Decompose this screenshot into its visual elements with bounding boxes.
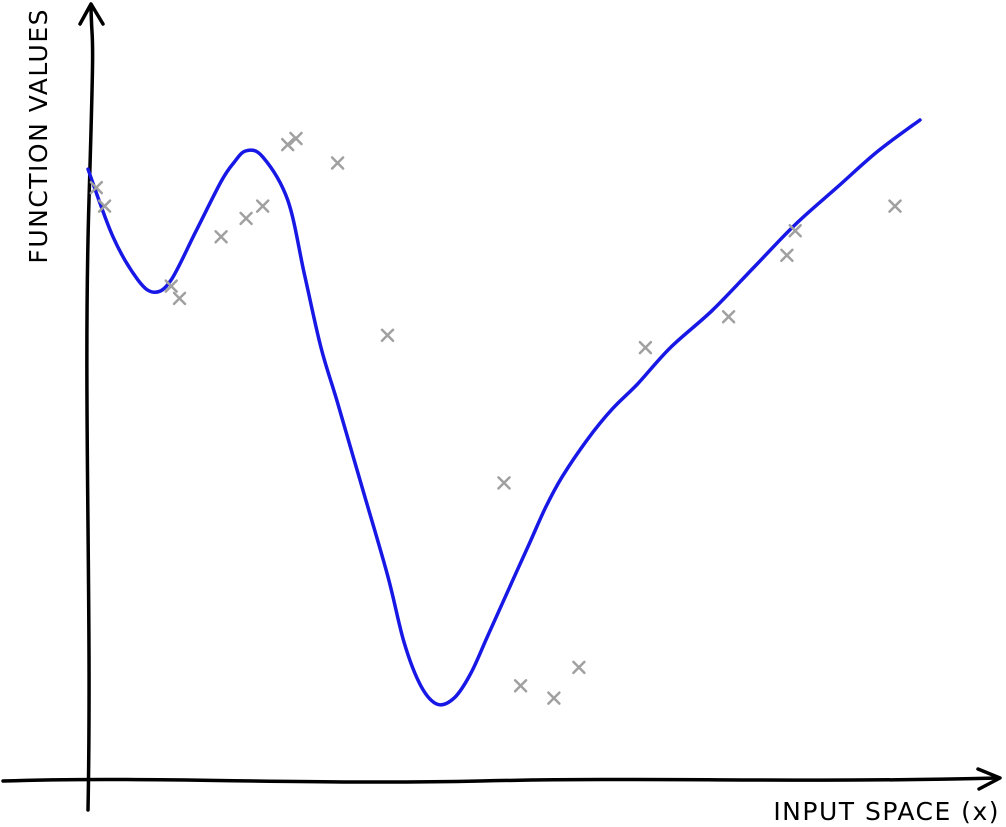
data-point: [239, 211, 253, 226]
data-point: [280, 137, 295, 152]
data-point: [172, 291, 187, 306]
data-point: [547, 691, 561, 705]
series-line-fit: [86, 118, 922, 707]
data-point: [255, 199, 270, 213]
data-point: [380, 328, 395, 343]
x-axis-label: INPUT SPACE (x): [773, 797, 1000, 826]
data-point: [638, 340, 653, 355]
y-axis: [85, 4, 95, 812]
data-point: [497, 476, 511, 490]
data-point: [513, 679, 528, 693]
data-point: [780, 248, 794, 263]
data-point: [572, 660, 586, 675]
axes: [1, 2, 1002, 812]
data-point: [788, 223, 802, 238]
data-point: [89, 180, 104, 195]
data-point: [721, 310, 736, 324]
data-point: [97, 199, 112, 213]
data-point: [330, 156, 345, 170]
data-point: [164, 279, 178, 293]
data-point: [214, 230, 228, 244]
chart-marks: [86, 118, 922, 707]
data-point: [289, 131, 303, 146]
y-axis-arrowhead: [78, 2, 105, 26]
y-axis-label: FUNCTION VALUES: [24, 8, 53, 264]
data-point: [888, 199, 902, 213]
x-axis-arrowhead: [976, 767, 1002, 791]
x-axis: [1, 776, 1000, 784]
